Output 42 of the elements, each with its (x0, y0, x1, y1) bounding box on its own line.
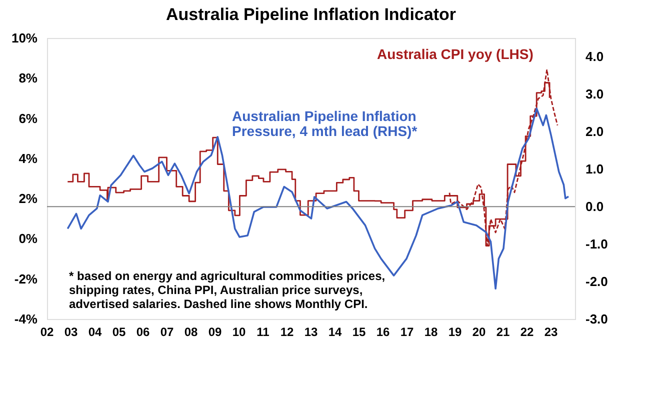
x-tick-label: 06 (136, 325, 150, 339)
x-tick-label: 07 (160, 325, 174, 339)
y-tick-label: 10% (11, 30, 38, 46)
y-tick-label: 4% (18, 150, 38, 166)
x-tick-label: 05 (112, 325, 126, 339)
x-tick-label: 04 (88, 325, 102, 339)
y2-tick-label: -3.0 (586, 312, 608, 326)
x-tick-label: 13 (304, 325, 318, 339)
y2-tick-label: -1.0 (586, 236, 608, 252)
x-tick-label: 22 (520, 325, 534, 339)
x-tick-label: 15 (352, 325, 366, 339)
x-tick-label: 10 (232, 325, 246, 339)
series-label: Australian Pipeline Inflation Pressure, 4 mth lead (RHS)* (232, 108, 418, 139)
x-tick-label: 02 (40, 325, 54, 339)
y-tick-label: 6% (18, 110, 38, 126)
x-tick-label: 11 (256, 325, 270, 339)
y2-tick-label: 0.0 (586, 199, 604, 214)
y2-tick-label: 1.0 (586, 162, 604, 177)
x-tick-label: 08 (184, 325, 198, 339)
annotation: * based on energy and agricultural commodities prices, shipping rates, China PPI, Australian price surveys, advertised salaries. Dashed line shows Monthly CPI. (69, 269, 386, 311)
y-tick-label: 0% (18, 231, 38, 246)
series-label: Australia CPI yoy (LHS) (377, 46, 534, 62)
chart-title: Australia Pipeline Inflation Indicator (166, 5, 456, 24)
y-tick-label: 8% (18, 70, 38, 86)
y2-tick-label: 2.0 (586, 124, 604, 140)
y-tick-label: -4% (14, 312, 38, 326)
x-tick-label: 18 (424, 325, 438, 339)
y2-tick-label: 4.0 (586, 49, 604, 64)
y-tick-label: -2% (14, 271, 38, 286)
x-tick-label: 09 (208, 325, 222, 339)
x-tick-label: 21 (496, 325, 510, 339)
x-tick-label: 19 (448, 325, 462, 339)
y-tick-label: 2% (18, 191, 38, 206)
x-tick-label: 17 (400, 325, 414, 339)
x-tick-label: 16 (376, 325, 390, 339)
x-tick-label: 03 (64, 325, 78, 339)
y2-tick-label: 3.0 (586, 86, 604, 102)
x-tick-label: 12 (280, 325, 294, 339)
x-tick-label: 23 (544, 325, 558, 339)
x-tick-label: 20 (472, 325, 486, 339)
x-tick-label: 14 (328, 325, 342, 339)
y2-tick-label: -2.0 (586, 274, 608, 290)
